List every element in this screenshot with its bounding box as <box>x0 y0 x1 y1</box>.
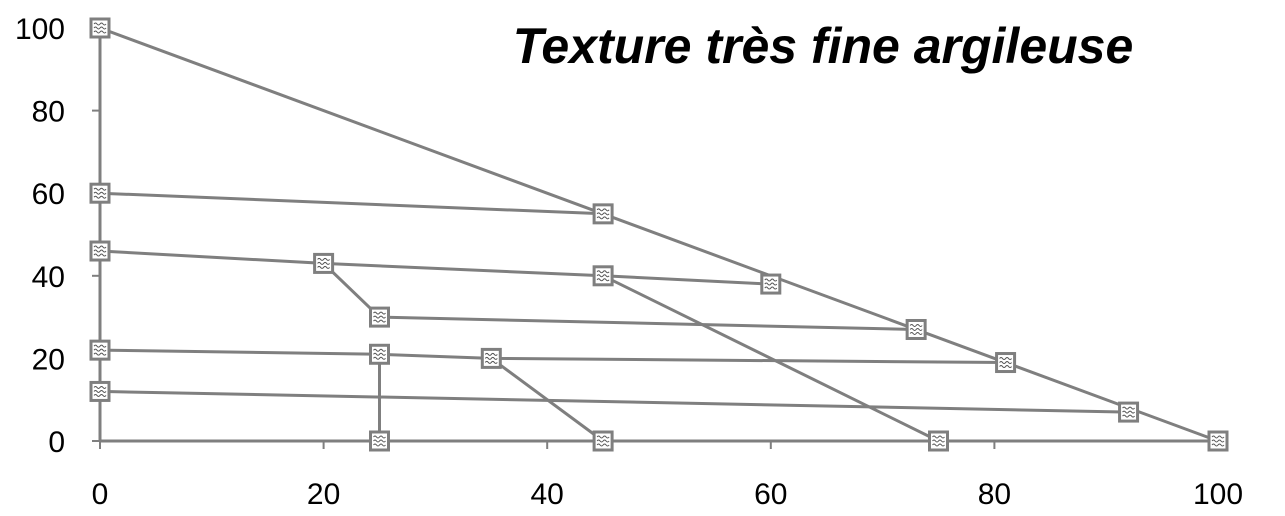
data-point-marker <box>369 306 390 328</box>
y-tick-label: 100 <box>15 13 65 46</box>
y-tick-label: 0 <box>48 426 65 459</box>
data-point-marker <box>905 318 927 340</box>
x-tick-label: 20 <box>307 478 340 511</box>
data-point-marker <box>1118 401 1140 423</box>
data-point-marker <box>313 252 335 274</box>
x-tick-label: 40 <box>531 478 564 511</box>
series-lines <box>98 26 1219 443</box>
data-point-marker <box>369 343 390 365</box>
series-line-6 <box>323 261 771 286</box>
data-point-marker <box>1207 430 1229 452</box>
data-point-marker <box>928 430 949 452</box>
x-tick-label: 60 <box>754 478 787 511</box>
data-point-marker <box>592 430 614 452</box>
data-point-marker <box>89 339 111 361</box>
series-line-9 <box>99 348 1006 364</box>
data-markers <box>89 17 1229 452</box>
series-line-5 <box>99 249 381 319</box>
y-tick-label: 80 <box>32 96 65 129</box>
data-point-marker <box>89 17 111 39</box>
y-tick-label: 60 <box>32 178 65 211</box>
y-tick-label: 40 <box>32 261 65 294</box>
y-tick-label: 20 <box>32 343 65 376</box>
chart-title: Texture très fine argileuse <box>513 18 1134 74</box>
data-point-marker <box>592 203 614 225</box>
data-point-marker <box>89 182 111 204</box>
data-point-marker <box>592 265 614 287</box>
series-line-3 <box>99 26 1219 443</box>
series-line-4 <box>99 191 604 216</box>
tick-labels: 0 20 40 60 80 100 0 20 40 60 80 100 <box>15 13 1243 511</box>
data-point-marker <box>760 273 782 295</box>
series-line-7 <box>602 274 940 443</box>
x-tick-label: 80 <box>978 478 1011 511</box>
data-point-marker <box>995 352 1017 374</box>
data-point-marker <box>480 347 502 369</box>
series-line-8 <box>379 315 917 331</box>
data-point-marker <box>369 430 390 452</box>
axes <box>92 27 1219 449</box>
data-point-marker <box>89 380 111 402</box>
data-point-marker <box>89 240 111 262</box>
series-line-12 <box>99 389 1129 414</box>
x-tick-label: 0 <box>92 478 109 511</box>
x-tick-label: 100 <box>1193 478 1243 511</box>
